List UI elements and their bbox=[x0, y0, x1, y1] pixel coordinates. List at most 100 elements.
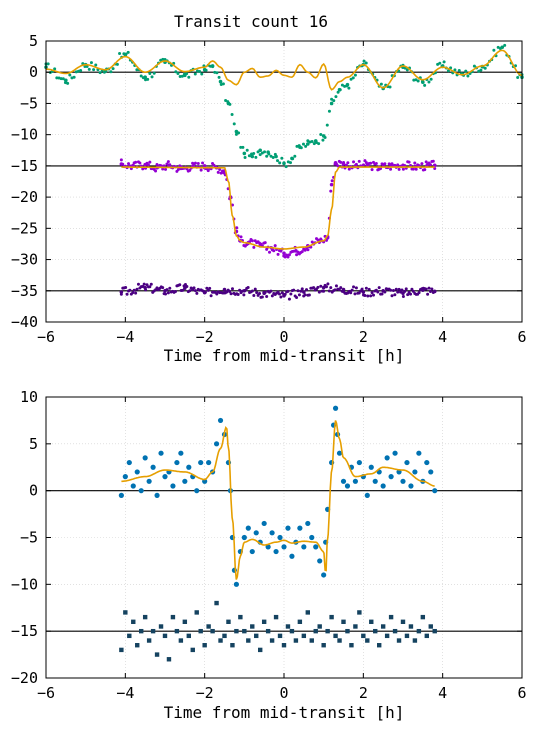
data-point bbox=[146, 77, 150, 81]
data-point bbox=[166, 657, 172, 662]
data-point bbox=[282, 251, 286, 256]
model-line bbox=[121, 166, 435, 250]
data-point bbox=[94, 63, 98, 67]
data-point bbox=[317, 558, 323, 564]
data-point bbox=[195, 291, 199, 295]
data-point bbox=[428, 624, 433, 629]
data-point bbox=[344, 483, 351, 489]
data-point bbox=[260, 295, 264, 299]
data-point bbox=[346, 161, 350, 165]
data-point bbox=[68, 73, 72, 77]
data-point bbox=[396, 163, 400, 167]
data-point bbox=[361, 290, 366, 294]
data-point bbox=[428, 469, 434, 475]
data-point bbox=[372, 478, 378, 484]
data-point bbox=[263, 241, 267, 245]
data-point bbox=[164, 167, 168, 171]
data-point bbox=[317, 624, 322, 629]
data-point bbox=[297, 144, 301, 148]
data-point bbox=[305, 610, 310, 615]
data-point bbox=[312, 286, 316, 290]
data-point bbox=[383, 290, 387, 294]
data-point bbox=[316, 285, 320, 289]
data-point bbox=[155, 163, 159, 167]
data-point bbox=[121, 162, 125, 166]
data-point bbox=[293, 154, 297, 158]
data-point bbox=[222, 287, 227, 292]
data-point bbox=[345, 628, 350, 634]
data-point bbox=[135, 643, 140, 648]
data-point bbox=[357, 159, 361, 163]
data-point bbox=[278, 161, 282, 165]
data-point bbox=[388, 614, 394, 620]
data-point bbox=[428, 163, 432, 167]
data-point bbox=[301, 544, 307, 550]
data-point bbox=[416, 79, 420, 83]
data-point bbox=[215, 71, 219, 75]
y-tick-label: 10 bbox=[20, 388, 38, 406]
x-tick-label: 0 bbox=[279, 684, 288, 702]
data-point bbox=[185, 285, 189, 289]
data-point bbox=[352, 478, 358, 484]
data-point bbox=[174, 70, 178, 74]
data-point bbox=[258, 292, 262, 296]
series-model bbox=[121, 420, 435, 580]
data-point bbox=[288, 161, 292, 165]
data-point bbox=[141, 285, 145, 289]
data-point bbox=[313, 544, 319, 550]
y-tick-label: −10 bbox=[11, 575, 38, 593]
data-point bbox=[193, 289, 197, 293]
data-point bbox=[286, 255, 290, 259]
y-tick-label: −25 bbox=[11, 219, 38, 237]
data-point bbox=[503, 43, 507, 47]
data-point bbox=[190, 647, 195, 653]
data-point bbox=[501, 45, 505, 49]
data-point bbox=[277, 633, 283, 639]
data-point bbox=[292, 249, 296, 253]
data-point bbox=[333, 633, 338, 639]
data-point bbox=[289, 628, 295, 634]
x-tick-label: 2 bbox=[359, 328, 368, 346]
data-point bbox=[249, 548, 255, 555]
data-point bbox=[392, 450, 398, 456]
y-tick-label: 0 bbox=[29, 482, 38, 500]
data-point bbox=[286, 289, 290, 293]
data-point bbox=[426, 292, 430, 296]
data-point bbox=[392, 628, 398, 634]
data-point bbox=[430, 287, 434, 291]
data-point bbox=[234, 628, 239, 634]
data-point bbox=[424, 459, 430, 466]
data-point bbox=[364, 286, 368, 290]
data-point bbox=[128, 288, 132, 292]
data-point bbox=[194, 488, 200, 494]
x-tick-label: 0 bbox=[279, 328, 288, 346]
data-point bbox=[226, 619, 231, 624]
data-point bbox=[347, 86, 351, 90]
data-point bbox=[119, 292, 123, 296]
data-point bbox=[64, 78, 68, 83]
data-point bbox=[158, 450, 164, 456]
data-point bbox=[326, 282, 330, 286]
data-point bbox=[162, 633, 168, 639]
data-point bbox=[234, 132, 238, 136]
data-point bbox=[389, 288, 393, 292]
data-point bbox=[269, 530, 275, 536]
data-point bbox=[241, 534, 247, 541]
data-point bbox=[265, 628, 271, 634]
data-point bbox=[226, 100, 230, 104]
data-point bbox=[472, 64, 476, 68]
data-point bbox=[237, 131, 241, 135]
data-point bbox=[324, 285, 328, 289]
data-point bbox=[339, 286, 343, 290]
data-point bbox=[165, 162, 169, 166]
data-point bbox=[139, 74, 143, 78]
data-point bbox=[173, 289, 177, 293]
data-point bbox=[306, 248, 310, 252]
data-point bbox=[374, 161, 378, 165]
data-point bbox=[131, 291, 135, 295]
data-point bbox=[273, 152, 277, 156]
data-point bbox=[347, 167, 351, 171]
data-point bbox=[361, 633, 366, 639]
x-tick-label: −4 bbox=[116, 684, 134, 702]
data-point bbox=[301, 633, 307, 639]
